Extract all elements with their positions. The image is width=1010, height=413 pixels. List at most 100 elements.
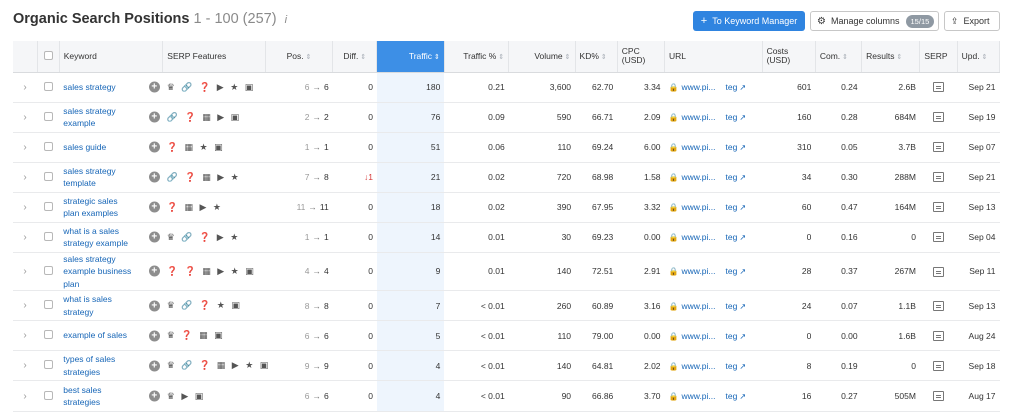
chevron-right-icon[interactable]: ›	[23, 231, 27, 243]
url-path[interactable]: teg	[725, 112, 738, 122]
row-checkbox[interactable]	[43, 360, 53, 369]
external-link-icon[interactable]: ↗	[739, 173, 747, 182]
url-domain-link[interactable]: www.pi...	[681, 391, 716, 401]
url-path[interactable]: teg	[725, 142, 738, 152]
external-link-icon[interactable]: ↗	[739, 143, 747, 152]
row-checkbox[interactable]	[43, 231, 53, 241]
url-path[interactable]: teg	[725, 202, 738, 212]
table-row[interactable]: › sales strategy example + 🔗 ❓ ▦ ▶ ▣ 2 → 2…	[13, 102, 1000, 133]
url-domain-link[interactable]: www.pi...	[681, 82, 716, 92]
table-row[interactable]: › example of sales + ♛ ❓ ▦ ▣ 6 → 6 0 5 < 0…	[13, 320, 1000, 351]
url-domain-link[interactable]: www.pi...	[681, 202, 716, 212]
plus-circle-icon[interactable]: +	[148, 231, 160, 243]
plus-circle-icon[interactable]: +	[148, 81, 160, 93]
manage-columns-button[interactable]: ⚙ Manage columns 15/15	[810, 11, 939, 31]
url-path[interactable]: teg	[725, 330, 738, 341]
keyword-link[interactable]: sales strategy template	[63, 165, 116, 189]
url-domain-link[interactable]: www.pi...	[681, 360, 716, 371]
chevron-right-icon[interactable]: ›	[23, 81, 27, 93]
row-checkbox[interactable]	[43, 111, 53, 121]
table-row[interactable]: › types of sales strategies + ♛ 🔗 ❓ ▦ ▶ …	[13, 350, 1000, 381]
column-header-traffic-pct[interactable]: Traffic % ⇕	[444, 41, 510, 73]
table-row[interactable]: › sales guide + ❓ ▦ ★ ▣ 1 → 1 0 51 0.06 11…	[13, 132, 1000, 163]
table-row[interactable]: › what is a sales strategy example + ♛ 🔗…	[13, 222, 1000, 253]
url-domain-link[interactable]: www.pi...	[681, 142, 716, 152]
url-path[interactable]: teg	[725, 172, 738, 182]
keyword-link[interactable]: sales guide	[63, 141, 107, 152]
plus-circle-icon[interactable]: +	[148, 390, 160, 402]
keyword-link[interactable]: sales strategy example	[63, 105, 116, 129]
external-link-icon[interactable]: ↗	[739, 392, 747, 401]
url-domain-link[interactable]: www.pi...	[681, 266, 716, 277]
serp-snapshot-icon[interactable]	[933, 112, 945, 123]
external-link-icon[interactable]: ↗	[739, 361, 747, 371]
plus-circle-icon[interactable]: +	[148, 360, 160, 371]
info-icon[interactable]: i	[284, 14, 288, 26]
external-link-icon[interactable]: ↗	[739, 233, 747, 242]
keyword-link[interactable]: what is sales strategy	[63, 294, 112, 317]
url-domain-link[interactable]: www.pi...	[681, 172, 716, 182]
serp-snapshot-icon[interactable]	[933, 172, 945, 183]
row-checkbox[interactable]	[43, 171, 53, 181]
serp-snapshot-icon[interactable]	[933, 82, 945, 93]
serp-snapshot-icon[interactable]	[933, 391, 945, 402]
row-checkbox[interactable]	[43, 390, 53, 400]
keyword-link[interactable]: types of sales strategies	[63, 354, 116, 377]
serp-snapshot-icon[interactable]	[933, 202, 945, 213]
export-button[interactable]: ⇪ Export	[944, 11, 1000, 31]
column-header-kd[interactable]: KD% ⇕	[575, 41, 618, 73]
plus-circle-icon[interactable]: +	[148, 201, 160, 213]
column-header-pos[interactable]: Pos. ⇕	[265, 41, 334, 73]
column-header-com[interactable]: Com. ⇕	[815, 41, 863, 73]
serp-snapshot-icon[interactable]	[933, 266, 945, 277]
external-link-icon[interactable]: ↗	[739, 83, 747, 92]
keyword-link[interactable]: example of sales	[63, 330, 128, 341]
row-checkbox[interactable]	[43, 141, 53, 151]
url-path[interactable]: teg	[725, 391, 738, 401]
to-keyword-manager-button[interactable]: + To Keyword Manager	[693, 11, 805, 31]
select-all-checkbox[interactable]	[43, 50, 53, 60]
chevron-right-icon[interactable]: ›	[23, 171, 27, 183]
table-row[interactable]: › sales strategy template + 🔗 ❓ ▦ ▶ ★ 7 →…	[13, 162, 1000, 193]
plus-circle-icon[interactable]: +	[148, 111, 160, 123]
keyword-link[interactable]: sales strategy	[63, 81, 116, 92]
column-header-cpc[interactable]: CPC (USD)	[617, 41, 666, 73]
serp-snapshot-icon[interactable]	[933, 360, 945, 371]
url-domain-link[interactable]: www.pi...	[681, 300, 716, 311]
url-path[interactable]: teg	[725, 232, 738, 242]
column-header-serp-features[interactable]: SERP Features	[162, 41, 266, 73]
url-path[interactable]: teg	[725, 360, 738, 371]
plus-circle-icon[interactable]: +	[148, 141, 160, 153]
row-checkbox[interactable]	[43, 81, 53, 91]
chevron-right-icon[interactable]: ›	[23, 390, 27, 402]
column-header-url[interactable]: URL	[664, 41, 763, 73]
column-header-upd[interactable]: Upd. ⇕	[957, 41, 1001, 73]
url-path[interactable]: teg	[725, 300, 738, 311]
row-checkbox[interactable]	[43, 265, 53, 275]
row-checkbox[interactable]	[43, 300, 53, 309]
row-checkbox[interactable]	[43, 330, 53, 339]
serp-snapshot-icon[interactable]	[933, 232, 945, 243]
plus-circle-icon[interactable]: +	[148, 171, 160, 183]
table-row[interactable]: › best sales strategies + ♛ ▶ ▣ 6 → 6 0 4 …	[13, 380, 1000, 412]
chevron-right-icon[interactable]: ›	[23, 141, 27, 153]
external-link-icon[interactable]: ↗	[739, 267, 747, 277]
table-row[interactable]: › sales strategy example business plan +…	[13, 252, 1000, 291]
table-row[interactable]: › strategic sales plan examples + ❓ ▦ ▶ …	[13, 192, 1000, 223]
serp-snapshot-icon[interactable]	[933, 142, 945, 153]
column-header-results[interactable]: Results ⇕	[861, 41, 921, 73]
column-header-costs[interactable]: Costs (USD)	[762, 41, 816, 73]
chevron-right-icon[interactable]: ›	[23, 300, 27, 311]
url-domain-link[interactable]: www.pi...	[681, 330, 716, 341]
keyword-link[interactable]: sales strategy example business plan	[63, 253, 132, 289]
plus-circle-icon[interactable]: +	[148, 265, 160, 277]
chevron-right-icon[interactable]: ›	[23, 111, 27, 123]
serp-snapshot-icon[interactable]	[933, 330, 945, 341]
keyword-link[interactable]: what is a sales strategy example	[63, 225, 128, 249]
chevron-right-icon[interactable]: ›	[23, 201, 27, 213]
external-link-icon[interactable]: ↗	[739, 203, 747, 212]
column-header-keyword[interactable]: Keyword	[59, 41, 164, 73]
url-path[interactable]: teg	[725, 82, 738, 92]
column-header-diff[interactable]: Diff. ⇕	[332, 41, 378, 73]
keyword-link[interactable]: best sales strategies	[63, 384, 102, 408]
